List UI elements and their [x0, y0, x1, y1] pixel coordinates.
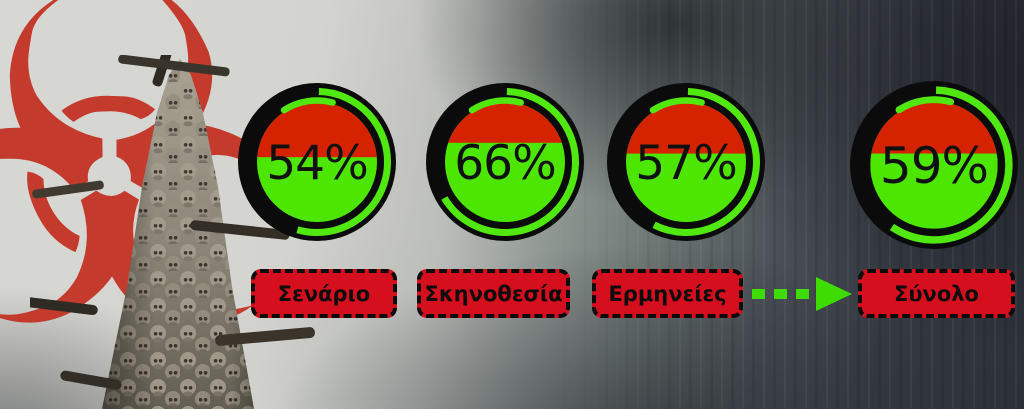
- arrow-right-icon: [752, 277, 852, 311]
- gauge-total: 59%: [849, 80, 1019, 250]
- gauge-percent-performances: 57%: [635, 135, 737, 191]
- chip-performances: Ερμηνείες: [592, 269, 743, 318]
- gauge-percent-scenario: 54%: [266, 135, 368, 191]
- gauge-direction: 66%: [425, 82, 585, 242]
- gauge-scenario: 54%: [237, 82, 397, 242]
- gauge-percent-total: 59%: [879, 137, 989, 195]
- skull-tower-image: [30, 55, 315, 409]
- chip-scenario: Σενάριο: [251, 269, 397, 318]
- chip-direction: Σκηνοθεσία: [417, 269, 570, 318]
- gauge-percent-direction: 66%: [454, 135, 556, 191]
- chip-total: Σύνολο: [858, 269, 1015, 318]
- gauge-performances: 57%: [606, 82, 766, 242]
